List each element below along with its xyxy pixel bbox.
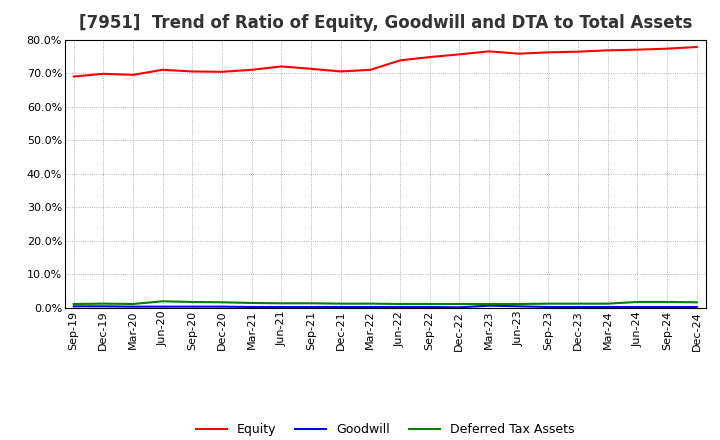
Equity [485, 49, 493, 54]
Equity [544, 50, 553, 55]
Goodwill [248, 304, 256, 310]
Goodwill [188, 304, 197, 309]
Goodwill [693, 304, 701, 310]
Deferred Tax Assets [485, 301, 493, 307]
Equity [455, 52, 464, 57]
Goodwill [277, 304, 286, 310]
Deferred Tax Assets [158, 299, 167, 304]
Goodwill [366, 304, 374, 310]
Line: Equity: Equity [73, 47, 697, 77]
Deferred Tax Assets [662, 299, 671, 304]
Deferred Tax Assets [426, 301, 434, 307]
Goodwill [485, 303, 493, 308]
Goodwill [336, 304, 345, 310]
Equity [158, 67, 167, 73]
Goodwill [544, 304, 553, 310]
Deferred Tax Assets [396, 301, 405, 307]
Goodwill [307, 304, 315, 310]
Equity [99, 71, 108, 77]
Deferred Tax Assets [69, 301, 78, 307]
Equity [693, 44, 701, 50]
Deferred Tax Assets [307, 301, 315, 306]
Equity [248, 67, 256, 73]
Line: Deferred Tax Assets: Deferred Tax Assets [73, 301, 697, 304]
Equity [514, 51, 523, 56]
Deferred Tax Assets [336, 301, 345, 306]
Equity [307, 66, 315, 71]
Goodwill [69, 304, 78, 309]
Equity [366, 67, 374, 73]
Equity [69, 74, 78, 79]
Equity [633, 47, 642, 52]
Equity [188, 69, 197, 74]
Goodwill [514, 304, 523, 309]
Goodwill [129, 304, 138, 309]
Deferred Tax Assets [514, 301, 523, 307]
Equity [336, 69, 345, 74]
Equity [662, 46, 671, 51]
Deferred Tax Assets [603, 301, 612, 306]
Equity [129, 72, 138, 77]
Line: Goodwill: Goodwill [73, 306, 697, 307]
Legend: Equity, Goodwill, Deferred Tax Assets: Equity, Goodwill, Deferred Tax Assets [191, 418, 580, 440]
Goodwill [455, 304, 464, 310]
Goodwill [603, 304, 612, 310]
Deferred Tax Assets [188, 299, 197, 304]
Deferred Tax Assets [574, 301, 582, 306]
Equity [217, 69, 226, 74]
Goodwill [158, 304, 167, 309]
Goodwill [426, 304, 434, 310]
Goodwill [99, 304, 108, 309]
Title: [7951]  Trend of Ratio of Equity, Goodwill and DTA to Total Assets: [7951] Trend of Ratio of Equity, Goodwil… [78, 15, 692, 33]
Deferred Tax Assets [99, 301, 108, 306]
Equity [396, 58, 405, 63]
Deferred Tax Assets [693, 300, 701, 305]
Deferred Tax Assets [217, 300, 226, 305]
Goodwill [396, 304, 405, 310]
Goodwill [574, 304, 582, 310]
Deferred Tax Assets [129, 301, 138, 307]
Equity [603, 48, 612, 53]
Goodwill [662, 304, 671, 310]
Deferred Tax Assets [633, 299, 642, 304]
Goodwill [633, 304, 642, 310]
Equity [574, 49, 582, 54]
Equity [426, 55, 434, 60]
Goodwill [217, 304, 226, 309]
Deferred Tax Assets [544, 301, 553, 306]
Deferred Tax Assets [277, 301, 286, 306]
Deferred Tax Assets [366, 301, 374, 306]
Deferred Tax Assets [248, 301, 256, 306]
Equity [277, 64, 286, 69]
Deferred Tax Assets [455, 301, 464, 307]
